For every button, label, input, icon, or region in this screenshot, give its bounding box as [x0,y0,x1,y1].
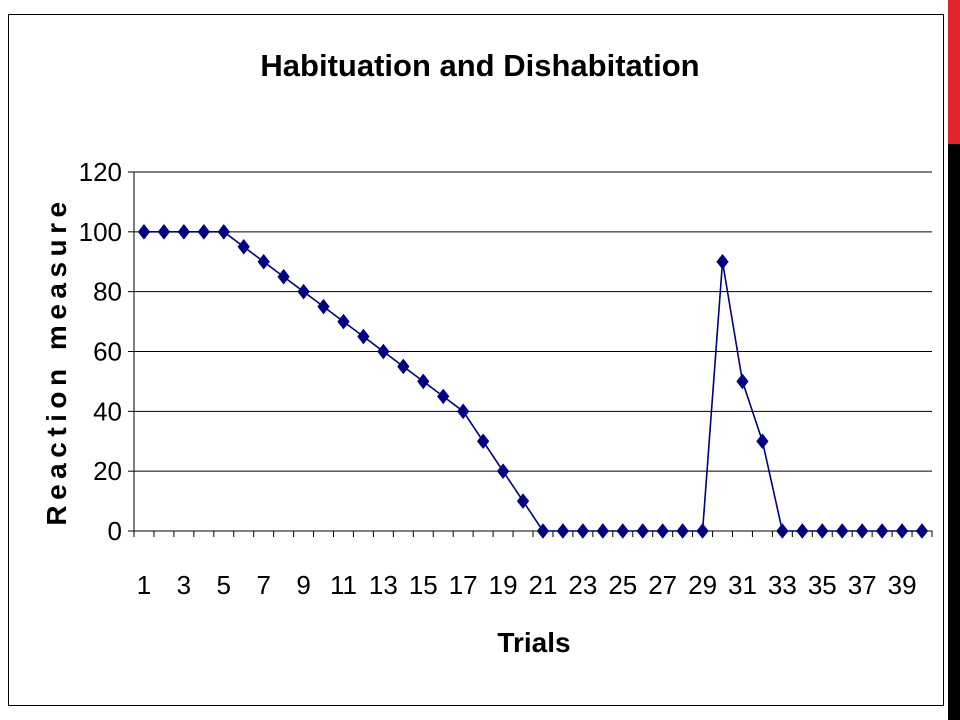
x-axis-title: Trials [497,627,570,658]
accent-bar-black [948,144,960,720]
data-point-marker [895,523,909,539]
data-point-marker [756,433,769,450]
x-tick-label: 39 [888,570,917,600]
data-point-marker [177,224,191,240]
x-tick-label: 9 [296,570,310,600]
data-point-marker [556,523,570,539]
data-point-marker [157,224,171,240]
x-tick-label: 7 [256,570,270,600]
series-line [143,231,923,532]
data-point-marker [257,253,270,270]
slide-frame [8,14,944,706]
data-point-marker [716,253,729,270]
data-point-marker [616,523,629,539]
y-tick-label: 20 [93,456,122,486]
x-tick-label: 19 [489,570,518,600]
data-point-marker [417,373,430,390]
data-point-marker [875,523,889,539]
x-tick-label: 3 [177,570,191,600]
data-point-marker [457,403,470,420]
data-point-marker [776,523,789,539]
x-tick-label: 13 [369,570,398,600]
y-tick-label: 80 [93,277,122,307]
data-point-marker [217,224,230,240]
data-point-marker [696,523,709,539]
x-tick-label: 29 [688,570,717,600]
x-tick-label: 15 [409,570,438,600]
data-point-marker [576,523,590,539]
data-point-marker [277,268,290,285]
data-point-marker [656,523,669,539]
data-point-marker [437,388,450,405]
x-tick-label: 17 [449,570,478,600]
data-point-marker [357,328,370,345]
x-tick-label: 23 [568,570,597,600]
x-tick-label: 35 [808,570,837,600]
data-point-marker [317,298,330,315]
data-point-marker [816,523,829,539]
axis-layer [128,171,933,537]
data-point-marker [536,523,550,539]
data-point-marker [676,523,689,539]
data-point-marker [496,463,510,479]
data-point-marker [476,433,490,450]
y-tick-label: 40 [93,396,122,426]
data-point-marker [297,283,310,300]
x-tick-label: 5 [217,570,231,600]
y-tick-label: 100 [79,217,122,247]
x-tick-label: 21 [529,570,558,600]
data-point-marker [736,373,749,390]
y-tick-label: 0 [108,516,122,546]
data-point-marker [337,313,350,330]
x-tick-label: 33 [768,570,797,600]
x-tick-label: 11 [330,570,357,600]
x-tick-label: 1 [137,570,151,600]
data-point-marker [596,523,609,539]
x-tick-label: 31 [728,570,757,600]
data-point-marker [397,358,410,375]
data-point-marker [237,238,250,255]
data-point-marker [377,343,390,360]
data-point-marker [836,523,849,539]
data-point-marker [636,523,649,539]
data-point-marker [197,224,210,240]
x-tick-label: 27 [648,570,677,600]
grid-layer [134,171,932,472]
y-tick-label: 120 [79,157,122,187]
data-point-marker [915,523,929,539]
data-point-marker [137,224,151,240]
y-tick-label: 60 [93,337,122,367]
accent-bar-red [948,0,960,144]
chart-title: Habituation and Dishabitation [260,48,699,83]
y-axis-title: Reaction measure [41,196,72,525]
x-tick-label: 37 [848,570,877,600]
data-point-marker [796,523,809,539]
series-layer [137,224,929,539]
data-point-marker [516,493,530,509]
data-point-marker [856,523,869,539]
x-tick-label: 25 [608,570,637,600]
